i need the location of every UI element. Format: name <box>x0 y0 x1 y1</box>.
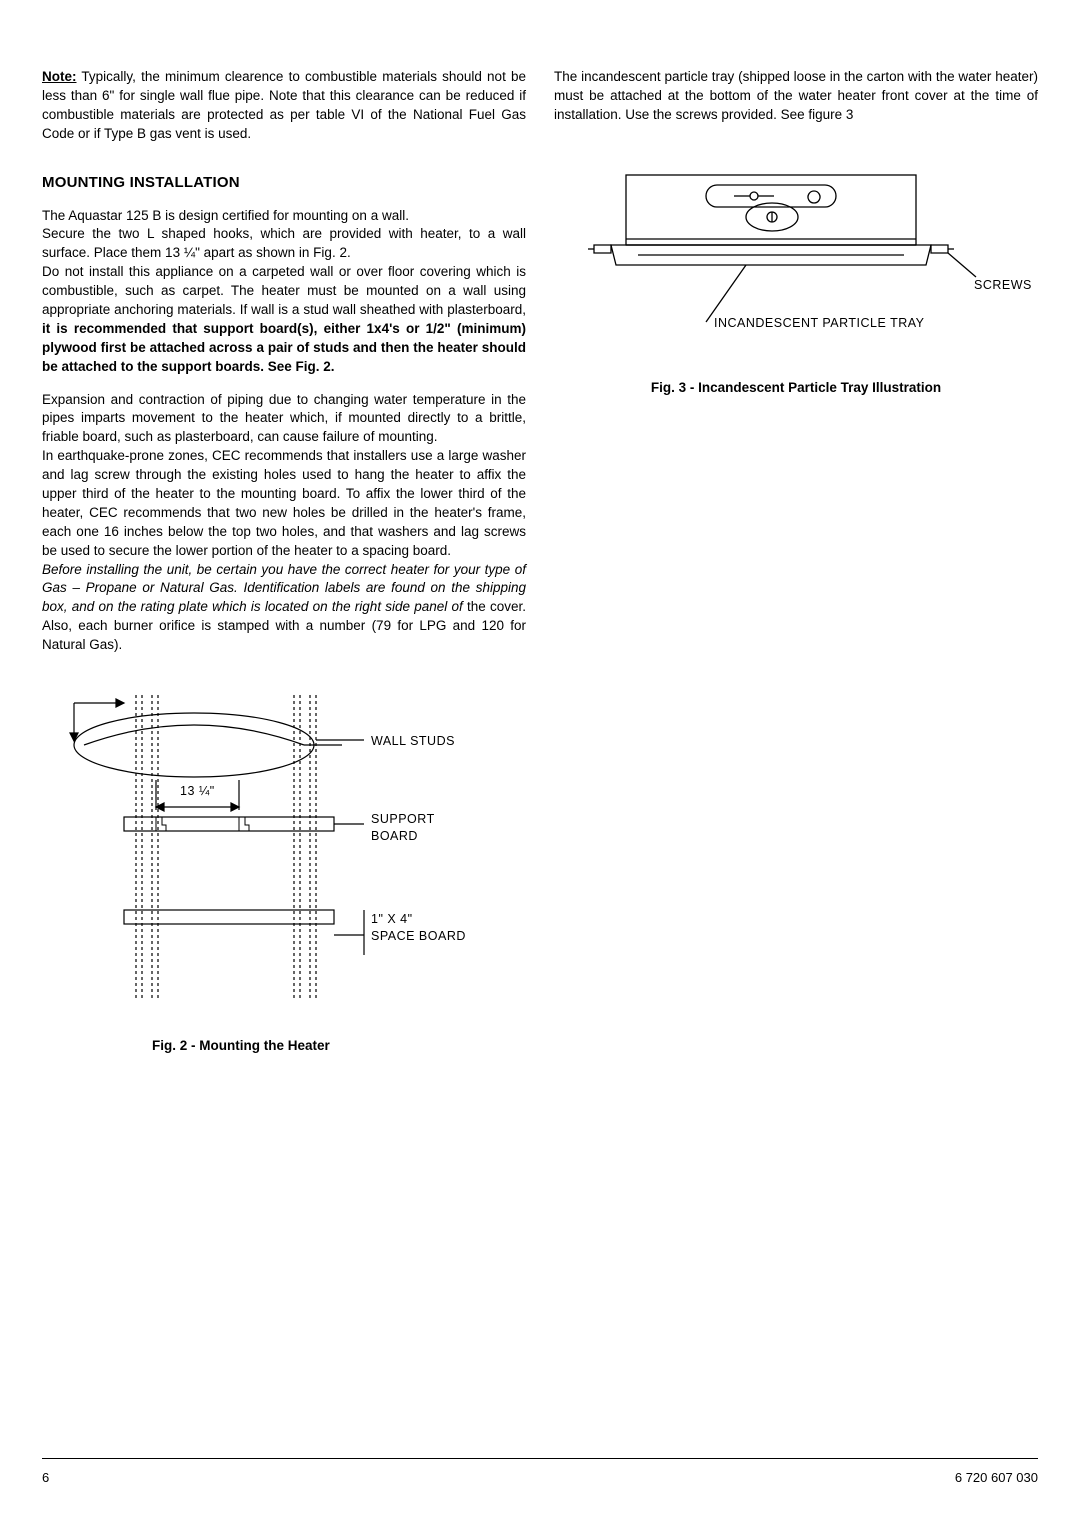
figure-2: 13 ¼" WALL STUDS SUPPORT BOARD 1" X 4" S… <box>42 695 526 1056</box>
para-6: Before installing the unit, be certain y… <box>42 561 526 655</box>
figure-2-caption: Fig. 2 - Mounting the Heater <box>42 1037 526 1056</box>
figure-3: SCREWS INCANDESCENT PARTICLE TRAY Fig. 3… <box>554 167 1038 398</box>
fig2-label-1x4: 1" X 4" <box>371 912 413 926</box>
note-paragraph: Note: Typically, the minimum clearence t… <box>42 68 526 144</box>
left-column: Note: Typically, the minimum clearence t… <box>42 68 526 1056</box>
para-5: In earthquake-prone zones, CEC recommend… <box>42 447 526 560</box>
para-3: Do not install this appliance on a carpe… <box>42 263 526 376</box>
fig2-label-studs: WALL STUDS <box>371 734 455 748</box>
para-3b-bold: it is recommended that support board(s),… <box>42 321 526 374</box>
section-heading-mounting: MOUNTING INSTALLATION <box>42 172 526 193</box>
right-para-1: The incandescent particle tray (shipped … <box>554 68 1038 125</box>
fig2-label-board: BOARD <box>371 829 418 843</box>
figure-3-diagram: SCREWS INCANDESCENT PARTICLE TRAY <box>556 167 1036 367</box>
para-1: The Aquastar 125 B is design certified f… <box>42 207 526 226</box>
para-6a-italic: Before installing the unit, be certain y… <box>42 562 526 615</box>
para-3a: Do not install this appliance on a carpe… <box>42 264 526 317</box>
two-column-layout: Note: Typically, the minimum clearence t… <box>42 68 1038 1056</box>
para-4: Expansion and contraction of piping due … <box>42 391 526 448</box>
doc-number: 6 720 607 030 <box>955 1469 1038 1487</box>
fig2-dim-label: 13 ¼" <box>180 784 215 798</box>
fig2-label-support: SUPPORT <box>371 812 435 826</box>
fig3-label-tray: INCANDESCENT PARTICLE TRAY <box>714 316 925 330</box>
right-column: The incandescent particle tray (shipped … <box>554 68 1038 1056</box>
note-label: Note: <box>42 69 77 84</box>
page-footer: 6 6 720 607 030 <box>42 1458 1038 1487</box>
para-2: Secure the two L shaped hooks, which are… <box>42 225 526 263</box>
fig3-label-screws: SCREWS <box>974 278 1032 292</box>
fig2-label-space: SPACE BOARD <box>371 929 466 943</box>
figure-2-diagram: 13 ¼" WALL STUDS SUPPORT BOARD 1" X 4" S… <box>64 695 504 1025</box>
page-number: 6 <box>42 1469 49 1487</box>
figure-3-caption: Fig. 3 - Incandescent Particle Tray Illu… <box>554 379 1038 398</box>
note-body: Typically, the minimum clearence to comb… <box>42 69 526 141</box>
